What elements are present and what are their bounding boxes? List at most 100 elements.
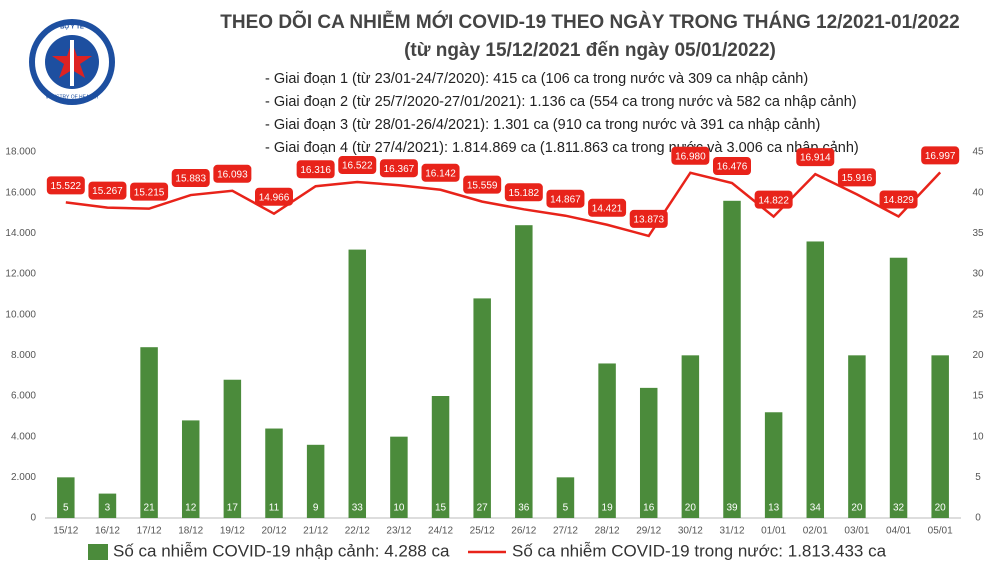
bar — [723, 200, 741, 519]
value-label-box — [879, 190, 918, 209]
bar-value-label: 11 — [269, 503, 280, 514]
x-tick-label: 17/12 — [137, 526, 162, 537]
bar-value-label: 13 — [768, 503, 780, 514]
line-value-label: 15.522 — [51, 181, 82, 192]
bar-value-label: 17 — [227, 503, 239, 514]
x-tick-label: 03/01 — [844, 526, 869, 537]
y-tick-label: 10.000 — [5, 309, 36, 320]
value-label-box — [921, 146, 960, 165]
y-tick-label: 0 — [30, 513, 36, 524]
bar — [265, 428, 283, 518]
legend-swatch — [88, 544, 108, 560]
line-value-label: 15.267 — [92, 186, 123, 197]
y2-tick-label: 5 — [975, 472, 981, 483]
note: - Giai đoạn 4 (từ 27/4/2021): 1.814.869 … — [265, 140, 859, 156]
note: - Giai đoạn 2 (từ 25/7/2020-27/01/2021):… — [265, 94, 857, 110]
bar-value-label: 32 — [893, 503, 905, 514]
legend-label: Số ca nhiễm COVID-19 nhập cảnh: 4.288 ca — [113, 541, 450, 560]
y2-tick-label: 30 — [972, 269, 984, 280]
bar-value-label: 5 — [63, 503, 69, 514]
line-value-label: 16.142 — [425, 168, 456, 179]
y2-tick-label: 35 — [972, 228, 984, 239]
value-label-box — [255, 187, 293, 206]
bar — [806, 241, 825, 518]
bar-value-label: 16 — [643, 503, 655, 514]
x-tick-label: 28/12 — [595, 526, 620, 537]
bar-value-label: 21 — [144, 503, 156, 514]
line-value-label: 14.966 — [259, 192, 290, 203]
y2-tick-label: 0 — [975, 513, 981, 524]
line-value-label: 16.914 — [800, 153, 831, 164]
bar — [556, 477, 575, 518]
y-tick-label: 16.000 — [5, 187, 36, 198]
value-label-box — [588, 198, 627, 217]
logo-staff — [70, 40, 74, 86]
bar-value-label: 12 — [185, 503, 197, 514]
line-value-label: 14.867 — [550, 194, 581, 205]
logo: BỘ Y TẾ MINISTRY OF HEALTH — [29, 19, 115, 105]
bar — [140, 347, 158, 518]
value-label-box — [338, 156, 377, 175]
value-label-box — [46, 176, 85, 195]
bar — [390, 436, 408, 518]
x-tick-label: 20/12 — [261, 526, 286, 537]
line-value-label: 15.883 — [175, 174, 206, 185]
line-value-label: 16.522 — [342, 161, 373, 172]
line-value-label: 15.559 — [467, 180, 498, 191]
note: - Giai đoạn 1 (từ 23/01-24/7/2020): 415 … — [265, 71, 808, 87]
x-tick-label: 04/01 — [886, 526, 911, 537]
x-tick-label: 25/12 — [470, 526, 495, 537]
x-tick-label: 15/12 — [53, 526, 78, 537]
x-tick-label: 31/12 — [719, 526, 744, 537]
bar — [639, 387, 658, 518]
line-value-label: 15.182 — [509, 188, 540, 199]
y-tick-label: 18.000 — [5, 147, 36, 158]
x-tick-label: 24/12 — [428, 526, 453, 537]
bar — [515, 225, 533, 518]
bar — [431, 396, 450, 518]
y2-tick-label: 15 — [972, 391, 984, 402]
line-value-label: 14.829 — [883, 195, 914, 206]
x-tick-label: 23/12 — [386, 526, 411, 537]
x-tick-label: 21/12 — [303, 526, 328, 537]
bar-value-label: 36 — [518, 503, 530, 514]
y-tick-label: 14.000 — [5, 228, 36, 239]
value-label-box — [713, 156, 751, 175]
bar-value-label: 10 — [393, 503, 405, 514]
y2-tick-label: 40 — [972, 187, 984, 198]
bar-value-label: 5 — [563, 503, 569, 514]
x-tick-label: 30/12 — [678, 526, 703, 537]
x-tick-label: 19/12 — [220, 526, 245, 537]
bar — [98, 493, 117, 518]
x-tick-label: 27/12 — [553, 526, 578, 537]
bar — [764, 412, 783, 518]
bar — [931, 355, 949, 518]
legend-label: Số ca nhiễm COVID-19 trong nước: 1.813.4… — [512, 541, 887, 560]
value-label-box — [837, 168, 876, 187]
value-label-box — [796, 148, 835, 167]
x-tick-label: 01/01 — [761, 526, 786, 537]
line-value-label: 16.980 — [675, 151, 706, 162]
y-tick-label: 4.000 — [11, 431, 36, 442]
x-tick-label: 02/01 — [803, 526, 828, 537]
bar — [681, 355, 700, 518]
bar — [598, 363, 616, 518]
bar — [181, 420, 200, 518]
x-tick-label: 16/12 — [95, 526, 120, 537]
y2-tick-label: 10 — [972, 431, 984, 442]
bar-value-label: 19 — [602, 503, 614, 514]
value-label-box — [213, 164, 252, 183]
line-value-label: 16.367 — [384, 164, 415, 175]
bar-value-label: 20 — [851, 503, 863, 514]
value-label-box — [130, 182, 169, 201]
bar-value-label: 15 — [435, 503, 447, 514]
line-value-label: 16.316 — [300, 165, 331, 176]
x-tick-label: 29/12 — [636, 526, 661, 537]
bar — [57, 477, 75, 518]
bar-value-label: 33 — [352, 503, 364, 514]
bar-value-label: 3 — [105, 503, 111, 514]
y2-tick-label: 25 — [972, 309, 984, 320]
y-tick-label: 8.000 — [11, 350, 36, 361]
note: - Giai đoạn 3 (từ 28/01-26/4/2021): 1.30… — [265, 117, 820, 133]
